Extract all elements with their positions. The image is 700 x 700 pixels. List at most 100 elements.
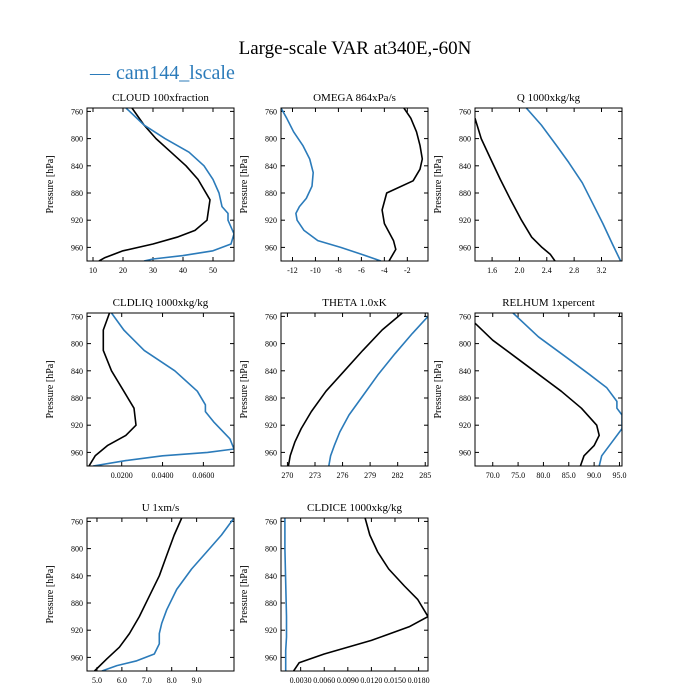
y-tick-label: 840 [71, 162, 83, 171]
x-tick-label: 270 [281, 471, 293, 480]
y-axis-label: Pressure [hPa] [45, 360, 56, 418]
series-line-cam144-lscale [328, 315, 428, 466]
panel-title: CLOUD 100xfraction [112, 92, 209, 104]
y-tick-label: 920 [265, 421, 277, 430]
x-tick-label: 285 [419, 471, 431, 480]
plot-frame [86, 517, 235, 672]
figure-title: Large-scale VAR at340E,-60N [239, 38, 472, 59]
legend-label: cam144_lscale [116, 62, 235, 84]
x-tick-label: 95.0 [612, 471, 626, 480]
series-line-black [287, 313, 403, 466]
x-tick-label: 70.0 [486, 471, 500, 480]
y-tick-label: 880 [265, 189, 277, 198]
y-tick-label: 800 [71, 135, 83, 144]
x-tick-label: 0.0060 [313, 676, 335, 685]
series-line-black [381, 108, 424, 261]
y-tick-label: 880 [265, 599, 277, 608]
y-tick-label: 840 [265, 162, 277, 171]
plot-frame [280, 517, 429, 672]
series-line-cam144-lscale [101, 518, 234, 671]
plot-frame [474, 107, 623, 262]
plot-frame [86, 107, 235, 262]
panel-u: U 1xm/s Pressure [hPa] 5.0 6.0 7.0 8.0 9.0 760 8… [45, 502, 235, 685]
y-tick-label: 800 [265, 545, 277, 554]
x-tick-label: 1.6 [487, 266, 497, 275]
y-tick-label: 920 [265, 626, 277, 635]
x-tick-label: -2 [404, 266, 411, 275]
series-line-cam144-lscale [125, 108, 234, 261]
y-tick-label: 960 [265, 653, 277, 662]
series-line-black [475, 322, 601, 466]
y-tick-label: 880 [71, 599, 83, 608]
y-tick-label: 760 [265, 517, 277, 526]
series-line-cam144-lscale [525, 108, 622, 261]
y-axis-label: Pressure [hPa] [45, 565, 56, 623]
y-tick-label: 760 [71, 107, 83, 116]
x-tick-label: 40 [179, 266, 187, 275]
x-tick-label: 282 [392, 471, 404, 480]
series-line-cam144-lscale [512, 313, 622, 466]
x-tick-label: 5.0 [92, 676, 102, 685]
x-tick-label: 2.8 [569, 266, 579, 275]
legend: — cam144_lscale [89, 62, 235, 84]
y-tick-label: 840 [71, 367, 83, 376]
x-tick-label: 0.0400 [152, 471, 174, 480]
y-tick-label: 760 [71, 312, 83, 321]
series-line-black [475, 117, 556, 261]
series-line-cam144-lscale [284, 518, 288, 671]
y-tick-label: 800 [265, 135, 277, 144]
y-tick-label: 840 [265, 572, 277, 581]
y-tick-label: 920 [459, 216, 471, 225]
y-axis-label: Pressure [hPa] [239, 565, 250, 623]
y-tick-label: 800 [71, 340, 83, 349]
series-line-black [93, 518, 183, 671]
y-tick-label: 960 [459, 448, 471, 457]
y-tick-label: 960 [71, 448, 83, 457]
y-tick-label: 840 [459, 367, 471, 376]
x-tick-label: 2.0 [514, 266, 524, 275]
x-tick-label: 0.0200 [111, 471, 133, 480]
plot-frame [474, 312, 623, 467]
panels: CLOUD 100xfraction Pressure [hPa] 10 20 30 40… [45, 92, 626, 685]
x-tick-label: 50 [209, 266, 217, 275]
x-tick-label: 90.0 [587, 471, 601, 480]
series-line-black [98, 108, 211, 261]
x-tick-label: -10 [310, 266, 321, 275]
panel-title: CLDLIQ 1000xkg/kg [113, 297, 209, 309]
x-tick-label: 0.0600 [192, 471, 214, 480]
y-tick-label: 920 [71, 626, 83, 635]
y-axis-label: Pressure [hPa] [433, 155, 444, 213]
series-line-black [292, 518, 428, 671]
x-tick-label: -4 [381, 266, 388, 275]
y-tick-label: 960 [71, 243, 83, 252]
panel-title: OMEGA 864xPa/s [313, 92, 396, 104]
y-tick-label: 760 [459, 107, 471, 116]
x-tick-label: 30 [149, 266, 157, 275]
x-tick-label: 8.0 [167, 676, 177, 685]
x-tick-label: -8 [335, 266, 342, 275]
x-tick-label: 7.0 [142, 676, 152, 685]
y-tick-label: 880 [459, 394, 471, 403]
y-tick-label: 800 [459, 340, 471, 349]
x-tick-label: 0.0090 [337, 676, 359, 685]
x-tick-label: 10 [89, 266, 97, 275]
y-tick-label: 920 [459, 421, 471, 430]
plot-frame [280, 312, 429, 467]
legend-marker: — [89, 62, 111, 84]
y-tick-label: 800 [265, 340, 277, 349]
y-tick-label: 760 [459, 312, 471, 321]
x-tick-label: 80.0 [536, 471, 550, 480]
x-tick-label: 20 [119, 266, 127, 275]
panel-cloud: CLOUD 100xfraction Pressure [hPa] 10 20 30 40… [45, 92, 235, 275]
x-tick-label: 273 [309, 471, 321, 480]
panel-title: U 1xm/s [142, 502, 180, 514]
y-tick-label: 920 [71, 216, 83, 225]
x-tick-label: 2.4 [542, 266, 552, 275]
y-tick-label: 880 [71, 394, 83, 403]
series-line-black [88, 313, 137, 466]
y-tick-label: 880 [265, 394, 277, 403]
panel-theta: THETA 1.0xK Pressure [hPa] 270 273 276 279 282… [239, 297, 431, 480]
panel-title: CLDICE 1000xkg/kg [307, 502, 403, 514]
